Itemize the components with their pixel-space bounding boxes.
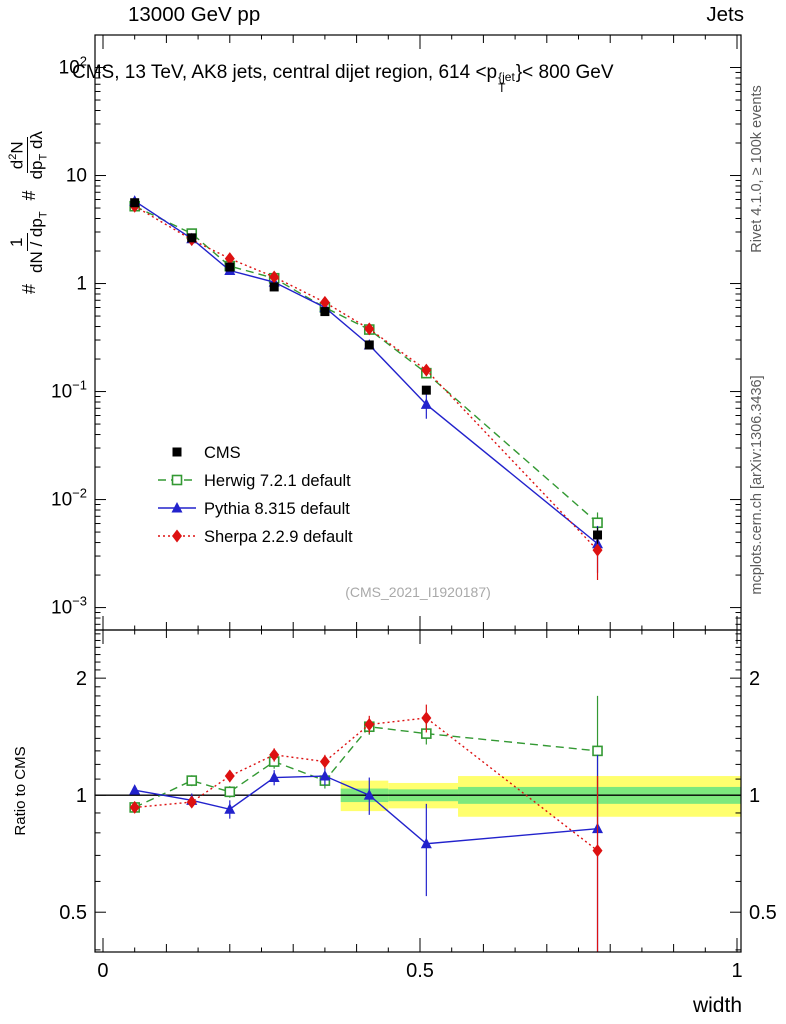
ratio-y-tick-label: 0.5 — [59, 902, 87, 924]
data-marker — [364, 340, 374, 350]
ratio-y-tick-label-right: 2 — [749, 668, 760, 690]
data-marker — [225, 262, 235, 272]
series-cms — [130, 198, 603, 544]
ratio-y-tick-label: 2 — [76, 668, 87, 690]
data-marker — [319, 295, 330, 309]
ratio-uncertainty-bands — [340, 776, 741, 817]
data-marker — [224, 769, 235, 783]
data-marker — [269, 282, 279, 292]
ratio-plot-frame — [94, 629, 742, 953]
main-y-tick-label: 10−3 — [51, 594, 87, 619]
data-marker — [129, 784, 141, 795]
data-marker — [319, 770, 331, 781]
legend-label: CMS — [204, 444, 241, 462]
analysis-id-watermark: (CMS_2021_I1920187) — [345, 584, 491, 600]
header-beam-label: 13000 GeV pp — [128, 3, 261, 26]
main-y-tick-label: 1 — [76, 274, 87, 295]
legend-label: Pythia 8.315 default — [204, 500, 350, 518]
data-marker — [593, 530, 603, 540]
series-line — [134, 775, 598, 845]
pt-superscript: {jet — [498, 70, 515, 84]
legend-label: Herwig 7.2.1 default — [204, 472, 351, 490]
plot-title-tail: }< 800 GeV — [515, 62, 614, 83]
series-herwig — [129, 200, 603, 536]
data-marker — [224, 786, 236, 798]
data-marker — [420, 398, 432, 409]
data-marker — [224, 803, 236, 814]
main-y-tick-label: 102 — [59, 54, 87, 79]
data-marker — [592, 543, 603, 557]
data-marker — [420, 837, 432, 849]
series-line — [134, 200, 598, 545]
main-series — [129, 195, 604, 581]
rivet-version-label: Rivet 4.1.0, ≥ 100k events — [749, 85, 765, 253]
header-analysis-label: Jets — [706, 3, 744, 26]
ratio-series — [129, 695, 604, 952]
main-y-tick-label: 10−2 — [51, 486, 87, 511]
data-marker — [268, 771, 280, 783]
data-marker — [172, 529, 182, 543]
series-sherpa — [129, 199, 603, 581]
data-marker — [421, 711, 432, 725]
data-marker — [269, 748, 280, 762]
pt-subscript: T — [498, 81, 506, 95]
main-y-tick-label: 10−1 — [51, 378, 87, 403]
data-marker — [364, 322, 375, 336]
series-line — [134, 205, 599, 551]
series-line — [134, 725, 598, 809]
series-pythia — [129, 195, 604, 573]
data-marker — [171, 502, 183, 513]
ratio-axis-label: Ratio to CMS — [12, 746, 29, 836]
legend-label: Sherpa 2.2.9 default — [204, 528, 353, 546]
plot-title-text: CMS, 13 TeV, AK8 jets, central dijet reg… — [72, 62, 498, 83]
data-marker — [363, 789, 375, 800]
data-marker — [320, 307, 330, 317]
axis-ticks — [95, 34, 741, 952]
x-tick-label: 0.5 — [406, 960, 434, 982]
x-tick-label: 0 — [97, 960, 108, 982]
data-marker — [186, 795, 197, 809]
data-marker — [592, 844, 603, 858]
main-plot-frame — [94, 34, 742, 631]
x-tick-label: 1 — [731, 960, 742, 982]
series-sherpa — [129, 704, 603, 952]
data-marker — [421, 385, 431, 395]
series-line — [134, 205, 598, 524]
data-marker — [186, 775, 198, 786]
mcplots-reference-label: mcplots.cern.ch [arXiv:1306.3436] — [749, 375, 765, 595]
data-marker — [319, 755, 330, 769]
ylabel-fraction-2: d2N dpT dλ — [7, 131, 50, 180]
ratio-y-tick-label-right: 0.5 — [749, 902, 777, 924]
data-marker — [130, 198, 140, 208]
data-marker — [421, 363, 432, 377]
legend: CMS Herwig 7.2.1 default Pythia 8.315 defa… — [158, 444, 353, 546]
data-marker — [172, 447, 182, 457]
pt-supsub: {jet T — [498, 70, 515, 95]
ratio-y-tick-label: 1 — [76, 785, 87, 807]
y-axis-label: # 1 dN / dpT # d2N dpT dλ — [7, 36, 50, 294]
plot-title: CMS, 13 TeV, AK8 jets, central dijet reg… — [72, 62, 614, 94]
axis-tick-labels: 102 10 1 10−1 10−2 10−3 0 0.5 1 2 2 1 1 0.5 0.5 — [51, 54, 777, 982]
data-marker — [269, 270, 280, 284]
data-marker — [187, 233, 197, 243]
data-marker — [592, 745, 603, 757]
data-marker — [364, 717, 375, 731]
data-marker — [129, 800, 140, 814]
ylabel-fraction-1: 1 dN / dpT — [7, 211, 50, 273]
data-marker — [592, 517, 603, 529]
x-axis-label: width — [692, 994, 742, 1017]
ylabel-hash-1: # — [18, 283, 39, 294]
ylabel-hash-2: # — [18, 190, 39, 201]
ratio-y-tick-label-right: 1 — [749, 785, 760, 807]
main-y-tick-label: 10 — [66, 166, 87, 187]
data-marker — [224, 252, 235, 266]
data-marker — [171, 474, 183, 486]
